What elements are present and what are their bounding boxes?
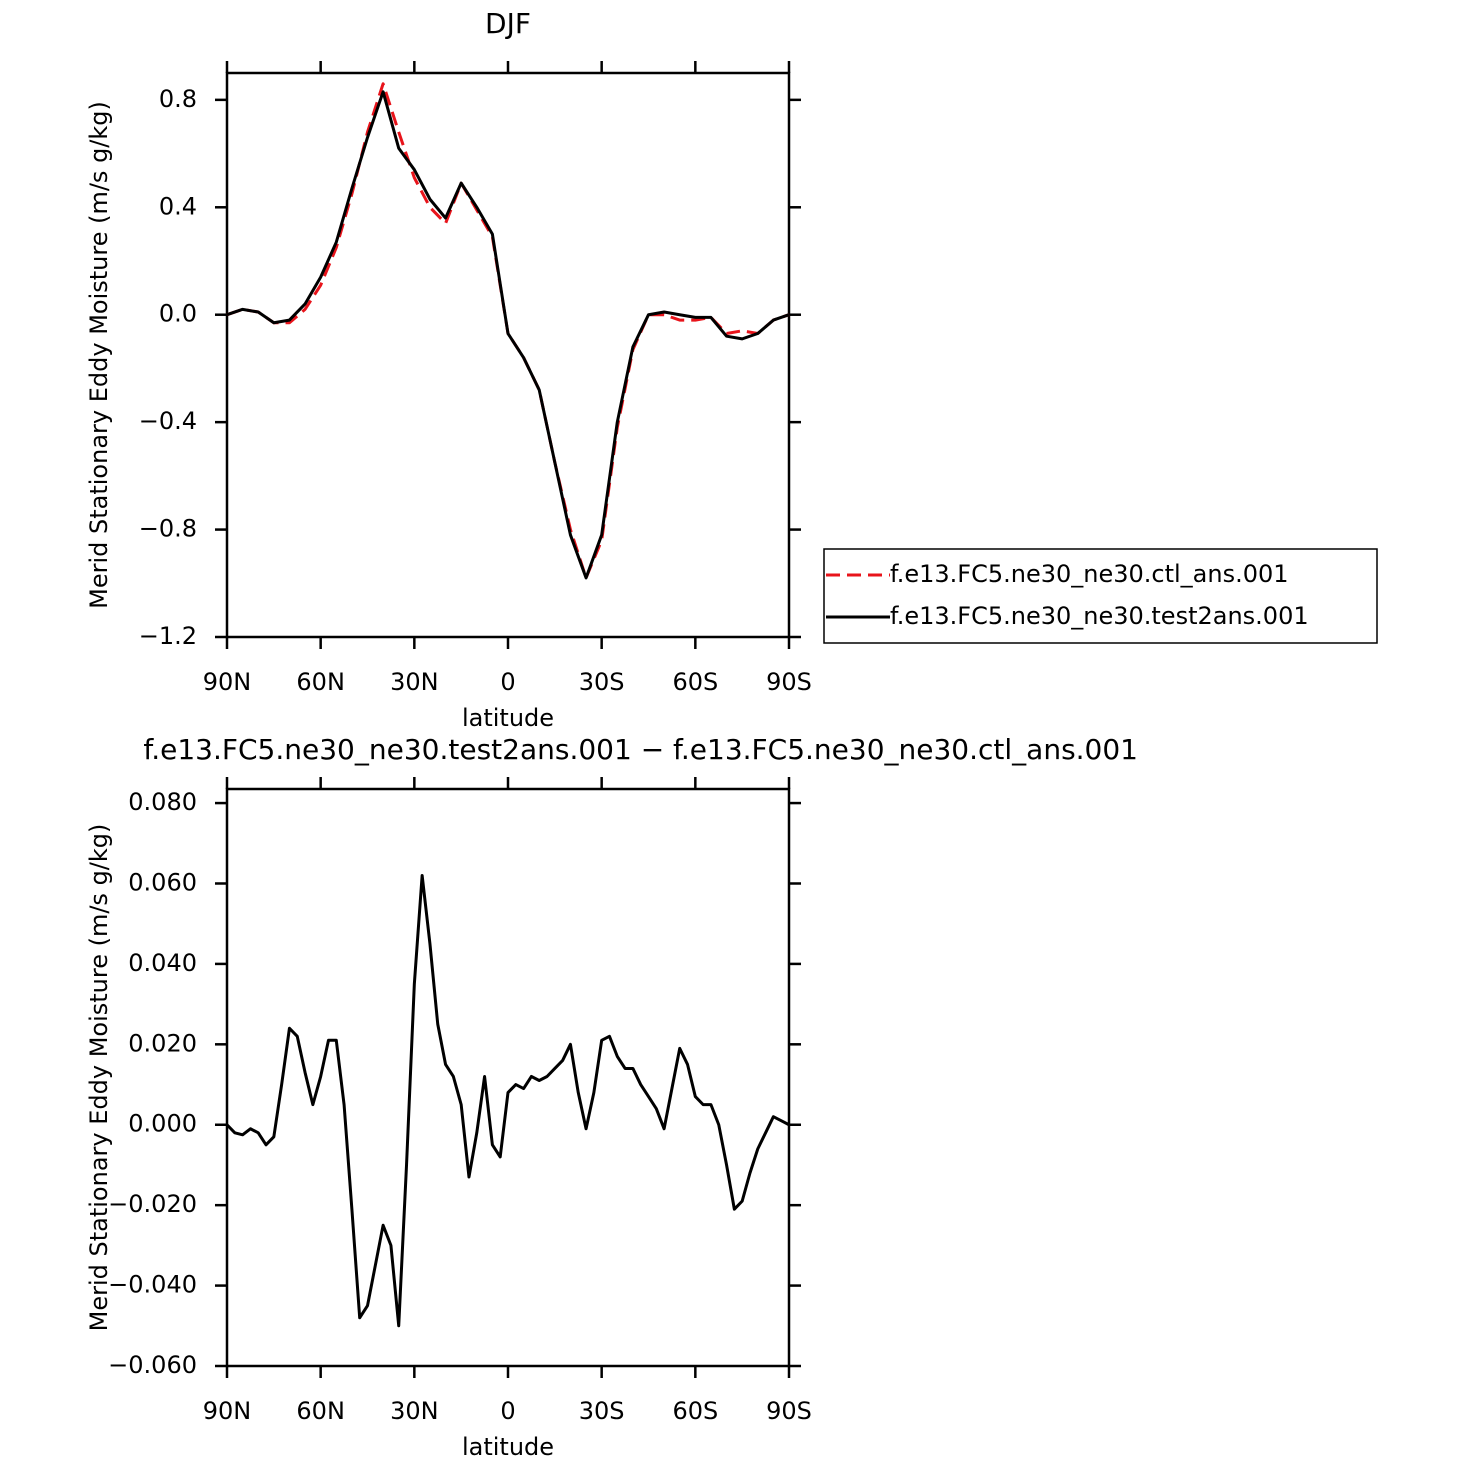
y-tick-label: 0.8 <box>159 85 197 113</box>
y-tick-label: 0.080 <box>128 788 197 816</box>
chart-title: f.e13.FC5.ne30_ne30.test2ans.001 − f.e13… <box>143 733 1138 766</box>
legend-box <box>823 548 1378 644</box>
plot-frame <box>225 71 791 639</box>
x-tick-label: 60N <box>296 1397 345 1425</box>
x-tick-label: 90S <box>766 1397 812 1425</box>
y-tick-label: −0.020 <box>108 1190 197 1218</box>
x-tick-label: 90N <box>203 1397 252 1425</box>
x-tick-label: 90N <box>203 668 252 696</box>
x-tick-label: 30N <box>390 668 439 696</box>
x-tick-label: 30N <box>390 1397 439 1425</box>
data-line <box>225 873 790 1328</box>
y-tick-label: −0.040 <box>108 1271 197 1299</box>
x-tick-label: 60S <box>672 1397 718 1425</box>
y-axis-label: Merid Stationary Eddy Moisture (m/s g/kg… <box>85 824 113 1332</box>
y-tick-label: 0.4 <box>159 192 197 220</box>
y-tick-label: −0.4 <box>139 407 197 435</box>
x-tick-label: 60S <box>672 668 718 696</box>
y-tick-label: 0.020 <box>128 1029 197 1057</box>
x-axis-label: latitude <box>462 704 554 732</box>
legend-label: f.e13.FC5.ne30_ne30.ctl_ans.001 <box>890 560 1289 588</box>
y-tick-label: 0.040 <box>128 949 197 977</box>
x-tick-label: 60N <box>296 668 345 696</box>
chart-title: DJF <box>485 7 531 40</box>
y-tick-label: 0.060 <box>128 868 197 896</box>
legend-label: f.e13.FC5.ne30_ne30.test2ans.001 <box>890 602 1309 630</box>
y-tick-label: 0.0 <box>159 300 197 328</box>
y-tick-label: 0.000 <box>128 1110 197 1138</box>
x-axis-label: latitude <box>462 1433 554 1461</box>
plot-frame <box>225 787 791 1368</box>
y-tick-label: −0.8 <box>139 515 197 543</box>
x-tick-label: 90S <box>766 668 812 696</box>
x-tick-label: 30S <box>579 668 625 696</box>
y-tick-label: −0.060 <box>108 1351 197 1379</box>
x-tick-label: 30S <box>579 1397 625 1425</box>
x-tick-label: 0 <box>500 1397 515 1425</box>
x-tick-label: 0 <box>500 668 515 696</box>
y-tick-label: −1.2 <box>139 622 197 650</box>
y-axis-label: Merid Stationary Eddy Moisture (m/s g/kg… <box>85 101 113 609</box>
data-line <box>226 90 790 580</box>
